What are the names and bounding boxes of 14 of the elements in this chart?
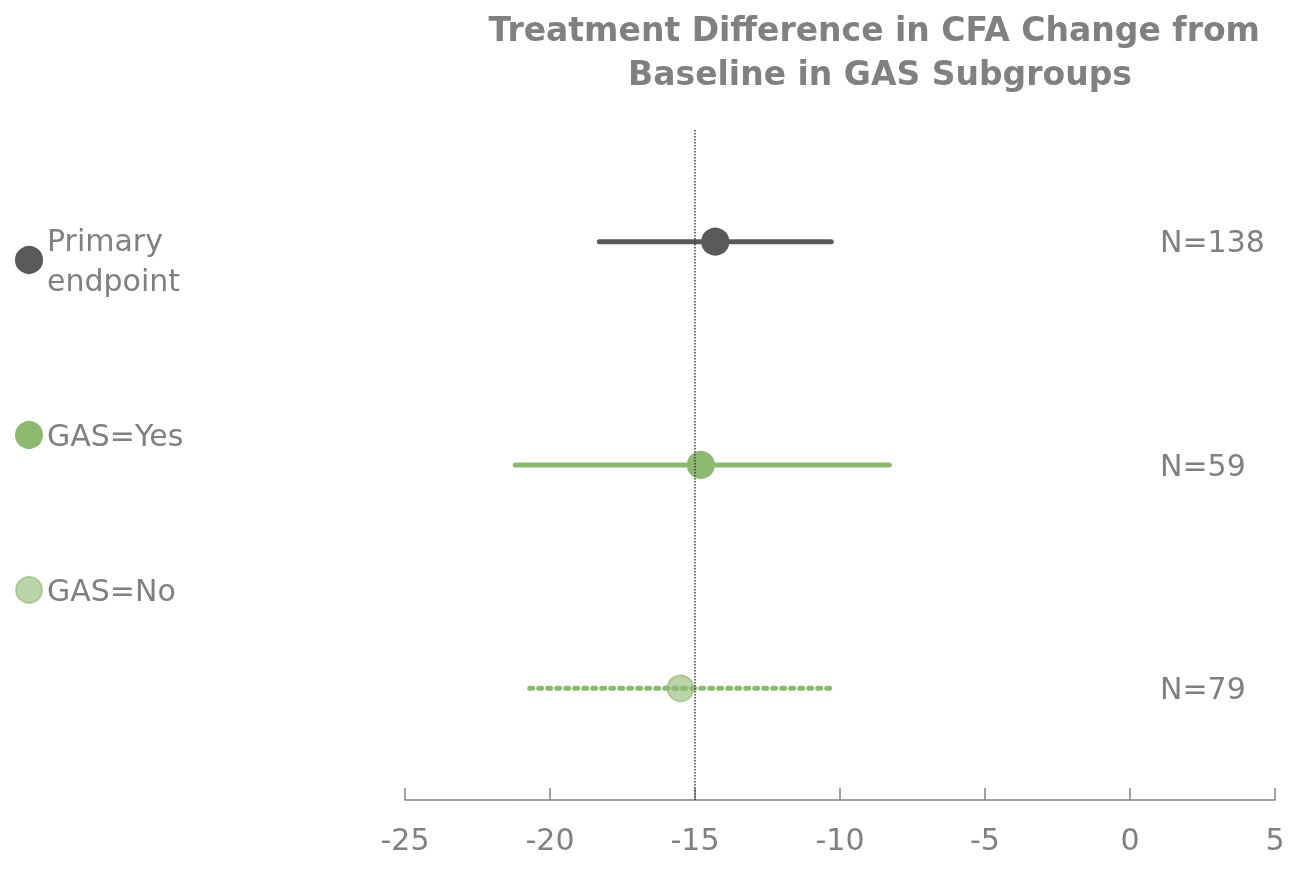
legend-label: GAS=No	[47, 572, 176, 608]
x-tick-label: -10	[815, 821, 865, 857]
annotation: N=59	[1160, 447, 1246, 483]
legend-label: GAS=Yes	[47, 417, 184, 453]
x-tick-label: -5	[970, 821, 1000, 857]
annotation: N=138	[1160, 224, 1265, 260]
x-tick-label: -15	[670, 821, 720, 857]
chart-title: Treatment Difference in CFA Change from Baseline in GAS Subgroups	[488, 9, 1272, 93]
x-tick-label: -20	[525, 821, 575, 857]
x-tick-label: 5	[1265, 821, 1285, 857]
legend-label: Primary endpoint	[47, 222, 181, 298]
x-tick-label: -25	[380, 821, 430, 857]
annotation: N=79	[1160, 670, 1246, 706]
x-tick-label: 0	[1120, 821, 1140, 857]
